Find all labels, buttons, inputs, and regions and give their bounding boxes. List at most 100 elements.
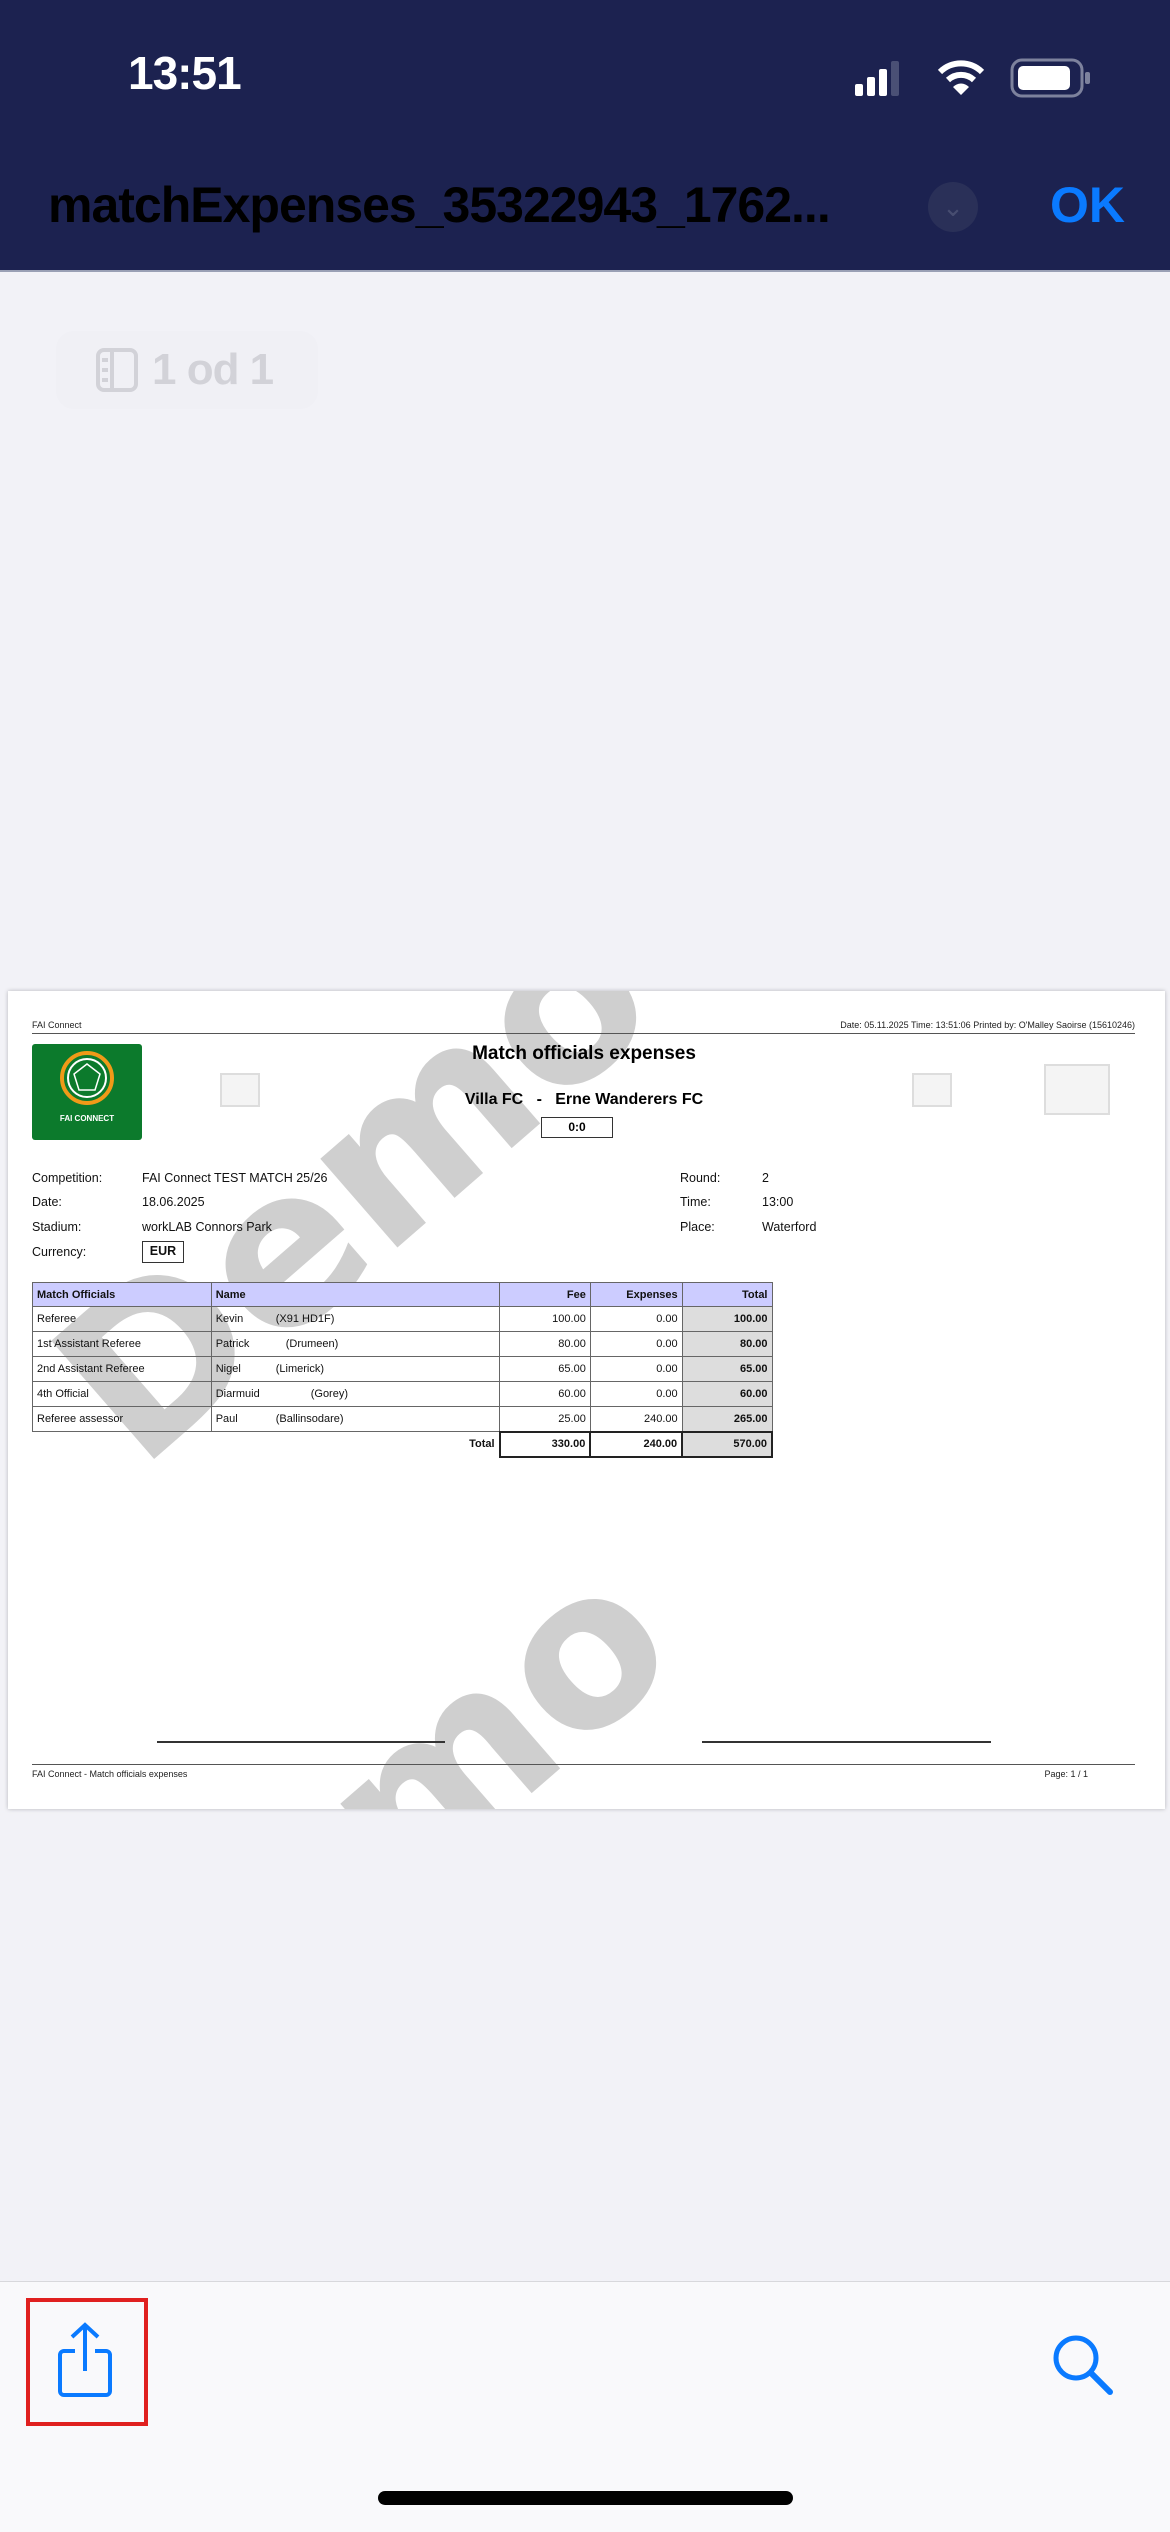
table-row: Referee Kevin (X91 HD1F) 100.00 0.00 100.… (32, 1306, 773, 1332)
official-role: 2nd Assistant Referee (32, 1356, 212, 1382)
official-role: Referee (32, 1306, 212, 1332)
search-icon[interactable] (1050, 2332, 1114, 2396)
col-header: Total (681, 1282, 773, 1307)
away-team: Erne Wanderers FC (555, 1091, 704, 1108)
official-name: Kevin (X91 HD1F) (210, 1306, 501, 1332)
document-title[interactable]: matchExpenses_35322943_1762... (48, 177, 831, 233)
header-right: Date: 05.11.2025 Time: 13:51:06 Printed … (840, 1020, 1135, 1030)
row-total: 60.00 (681, 1381, 773, 1407)
home-indicator[interactable] (378, 2491, 793, 2505)
ball-icon (60, 1051, 114, 1105)
sidebar-icon (96, 348, 138, 392)
name: Patrick (215, 1338, 250, 1350)
col-header: Name (210, 1282, 501, 1307)
nav-bar: 13:51 matchExpenses_35322943_1762... ⌄ O… (0, 0, 1170, 272)
footer-right: Page: 1 / 1 (1044, 1769, 1088, 1779)
official-role: Referee assessor (32, 1406, 212, 1432)
stadium-label: Stadium: (32, 1220, 82, 1234)
logo-text: FAI CONNECT (59, 1114, 115, 1123)
row-total: 65.00 (681, 1356, 773, 1382)
table-row: 4th Official Diarmuid (Gorey) 60.00 0.00 … (32, 1381, 773, 1407)
chevron-down-icon[interactable]: ⌄ (928, 182, 978, 232)
expenses: 0.00 (589, 1356, 683, 1382)
image-placeholder-icon (220, 1073, 260, 1107)
expenses: 0.00 (589, 1331, 683, 1357)
time-value: 13:00 (762, 1195, 794, 1209)
share-icon[interactable] (56, 2321, 114, 2399)
col-header: Expenses (589, 1282, 683, 1307)
wifi-icon (937, 60, 985, 95)
round-value: 2 (762, 1171, 769, 1185)
expenses-table: Match Officials Name Fee Expenses Total … (32, 1282, 773, 1458)
col-header: Match Officials (32, 1282, 212, 1307)
signature-line (702, 1741, 991, 1743)
name: Diarmuid (215, 1388, 260, 1400)
expenses: 0.00 (589, 1306, 683, 1332)
competition-value: FAI Connect TEST MATCH 25/26 (142, 1171, 328, 1185)
battery-icon (1010, 58, 1090, 98)
table-row: Referee assessor Paul (Ballinsodare) 25.0… (32, 1406, 773, 1432)
round-label: Round: (680, 1171, 721, 1185)
match-teams: Villa FC - Erne Wanderers FC (334, 1091, 834, 1109)
home-team: Villa FC (464, 1091, 524, 1108)
table-total-row: Total 330.00 240.00 570.00 (33, 1430, 773, 1458)
footer-left: FAI Connect - Match officials expenses (32, 1769, 188, 1779)
name: Paul (215, 1413, 238, 1425)
cellular-signal-icon (855, 61, 899, 96)
col-header: Fee (499, 1282, 591, 1307)
official-name: Patrick (Drumeen) (210, 1331, 501, 1357)
table-row: 2nd Assistant Referee Nigel (Limerick) 65… (32, 1356, 773, 1382)
fee: 25.00 (499, 1406, 591, 1432)
signature-line (157, 1741, 445, 1743)
total-fee: 330.00 (498, 1430, 592, 1458)
image-placeholder-icon (912, 1073, 952, 1107)
official-role: 1st Assistant Referee (32, 1331, 212, 1357)
fee: 80.00 (499, 1331, 591, 1357)
pdf-page: Demo Demo FAI Connect Date: 05.11.2025 T… (8, 991, 1165, 1809)
row-total: 80.00 (681, 1331, 773, 1357)
place: (Drumeen) (285, 1338, 339, 1350)
time-label: Time: (680, 1195, 711, 1209)
fee: 60.00 (499, 1381, 591, 1407)
total-expenses: 240.00 (589, 1430, 684, 1458)
stadium-value: workLAB Connors Park (142, 1220, 272, 1234)
place: (Ballinsodare) (275, 1413, 344, 1425)
place: (Gorey) (310, 1388, 348, 1400)
ok-button[interactable]: OK (1050, 177, 1125, 233)
place: (Limerick) (275, 1363, 324, 1375)
total-total: 570.00 (681, 1430, 773, 1458)
table-row: 1st Assistant Referee Patrick (Drumeen) 8… (32, 1331, 773, 1357)
fee: 100.00 (499, 1306, 591, 1332)
fee: 65.00 (499, 1356, 591, 1382)
header-left: FAI Connect (32, 1020, 82, 1030)
status-time: 13:51 (128, 47, 242, 99)
score-box: 0:0 (541, 1117, 613, 1138)
page-indicator[interactable]: 1 od 1 (56, 331, 318, 409)
share-button-highlight[interactable] (26, 2298, 148, 2426)
official-role: 4th Official (32, 1381, 212, 1407)
name: Kevin (215, 1313, 244, 1325)
expenses: 0.00 (589, 1381, 683, 1407)
date-value: 18.06.2025 (142, 1195, 205, 1209)
official-name: Diarmuid (Gorey) (210, 1381, 501, 1407)
official-name: Paul (Ballinsodare) (210, 1406, 501, 1432)
bottom-toolbar (0, 2281, 1170, 2532)
expenses: 240.00 (589, 1406, 683, 1432)
row-total: 265.00 (681, 1406, 773, 1432)
date-label: Date: (32, 1195, 62, 1209)
total-label: Total (469, 1438, 495, 1451)
table-header-row: Match Officials Name Fee Expenses Total (32, 1282, 773, 1307)
row-total: 100.00 (681, 1306, 773, 1332)
currency-label: Currency: (32, 1245, 87, 1259)
place-label: Place: (680, 1220, 715, 1234)
report-title: Match officials expenses (472, 1043, 696, 1064)
image-placeholder-icon (1044, 1064, 1110, 1115)
team-separator: - (536, 1091, 542, 1108)
currency-value: EUR (142, 1241, 184, 1263)
official-name: Nigel (Limerick) (210, 1356, 501, 1382)
fai-connect-logo: FAI CONNECT (32, 1044, 142, 1140)
name: Nigel (215, 1363, 241, 1375)
place: (X91 HD1F) (275, 1313, 335, 1325)
competition-label: Competition: (32, 1171, 103, 1185)
page-indicator-label: 1 od 1 (152, 345, 274, 394)
